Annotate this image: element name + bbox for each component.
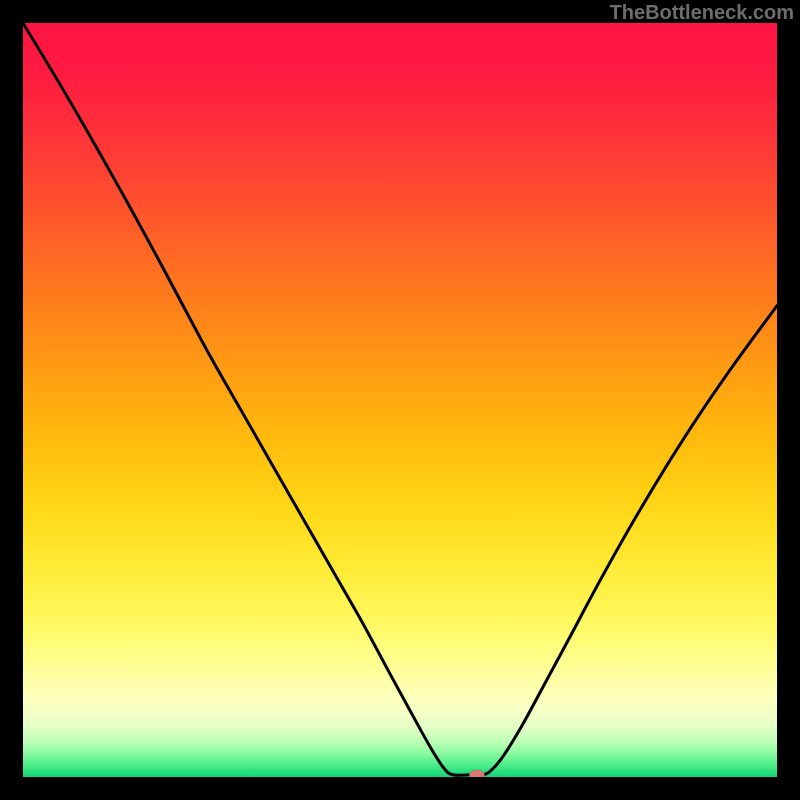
optimal-point-marker <box>469 770 484 777</box>
plot-area <box>23 23 777 777</box>
watermark-text: TheBottleneck.com <box>610 2 794 25</box>
plot-svg <box>23 23 777 777</box>
gradient-background <box>23 23 777 777</box>
chart-container: TheBottleneck.com <box>0 0 800 800</box>
